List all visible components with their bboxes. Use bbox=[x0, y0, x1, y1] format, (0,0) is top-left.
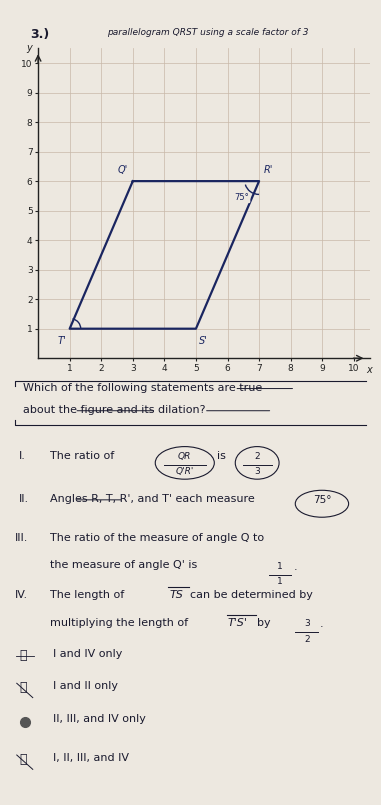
Text: Angles R, T, R', and T' each measure: Angles R, T, R', and T' each measure bbox=[50, 494, 254, 504]
Text: 2: 2 bbox=[304, 634, 309, 644]
Text: S': S' bbox=[199, 336, 208, 346]
Text: I, II, III, and IV: I, II, III, and IV bbox=[53, 753, 129, 763]
Text: by: by bbox=[257, 618, 271, 628]
Text: IV.: IV. bbox=[15, 590, 28, 600]
Text: 3.): 3.) bbox=[30, 28, 50, 41]
Text: is: is bbox=[217, 451, 226, 460]
Text: I and IV only: I and IV only bbox=[53, 649, 123, 658]
Text: can be determined by: can be determined by bbox=[190, 590, 314, 600]
Text: T'S': T'S' bbox=[228, 618, 248, 628]
Text: 2: 2 bbox=[255, 452, 260, 461]
Text: The length of: The length of bbox=[50, 590, 124, 600]
Text: ⓓ: ⓓ bbox=[19, 753, 27, 766]
Text: III.: III. bbox=[15, 533, 29, 543]
Text: I and II only: I and II only bbox=[53, 681, 118, 691]
Text: Q': Q' bbox=[118, 165, 128, 175]
Text: II.: II. bbox=[19, 494, 29, 504]
Text: T': T' bbox=[58, 336, 67, 346]
Text: y: y bbox=[26, 43, 32, 53]
Text: 75°: 75° bbox=[234, 193, 249, 202]
Text: .: . bbox=[293, 562, 297, 572]
Text: about the figure and its dilation?: about the figure and its dilation? bbox=[23, 405, 205, 415]
Text: 3: 3 bbox=[254, 467, 260, 477]
Text: R': R' bbox=[264, 165, 273, 175]
Text: the measure of angle Q' is: the measure of angle Q' is bbox=[50, 560, 197, 570]
Text: Q'R': Q'R' bbox=[176, 467, 194, 477]
Text: parallelogram QRST using a scale factor of 3: parallelogram QRST using a scale factor … bbox=[107, 28, 308, 37]
Text: 1: 1 bbox=[277, 562, 283, 571]
Text: The ratio of: The ratio of bbox=[50, 451, 114, 460]
Text: 75°: 75° bbox=[313, 495, 331, 505]
Text: The ratio of the measure of angle Q to: The ratio of the measure of angle Q to bbox=[50, 533, 264, 543]
Text: 1: 1 bbox=[277, 576, 283, 586]
Text: I.: I. bbox=[19, 451, 26, 460]
Text: II, III, and IV only: II, III, and IV only bbox=[53, 714, 146, 724]
Text: TS: TS bbox=[170, 590, 183, 600]
Text: .: . bbox=[320, 619, 324, 630]
Text: Ⓐ: Ⓐ bbox=[19, 649, 27, 662]
Text: 3: 3 bbox=[304, 619, 310, 629]
Text: QR: QR bbox=[178, 452, 192, 461]
Text: Ⓑ: Ⓑ bbox=[19, 681, 27, 694]
Text: multiplying the length of: multiplying the length of bbox=[50, 618, 188, 628]
Text: Which of the following statements are true: Which of the following statements are tr… bbox=[23, 383, 262, 394]
Text: x: x bbox=[367, 365, 373, 375]
